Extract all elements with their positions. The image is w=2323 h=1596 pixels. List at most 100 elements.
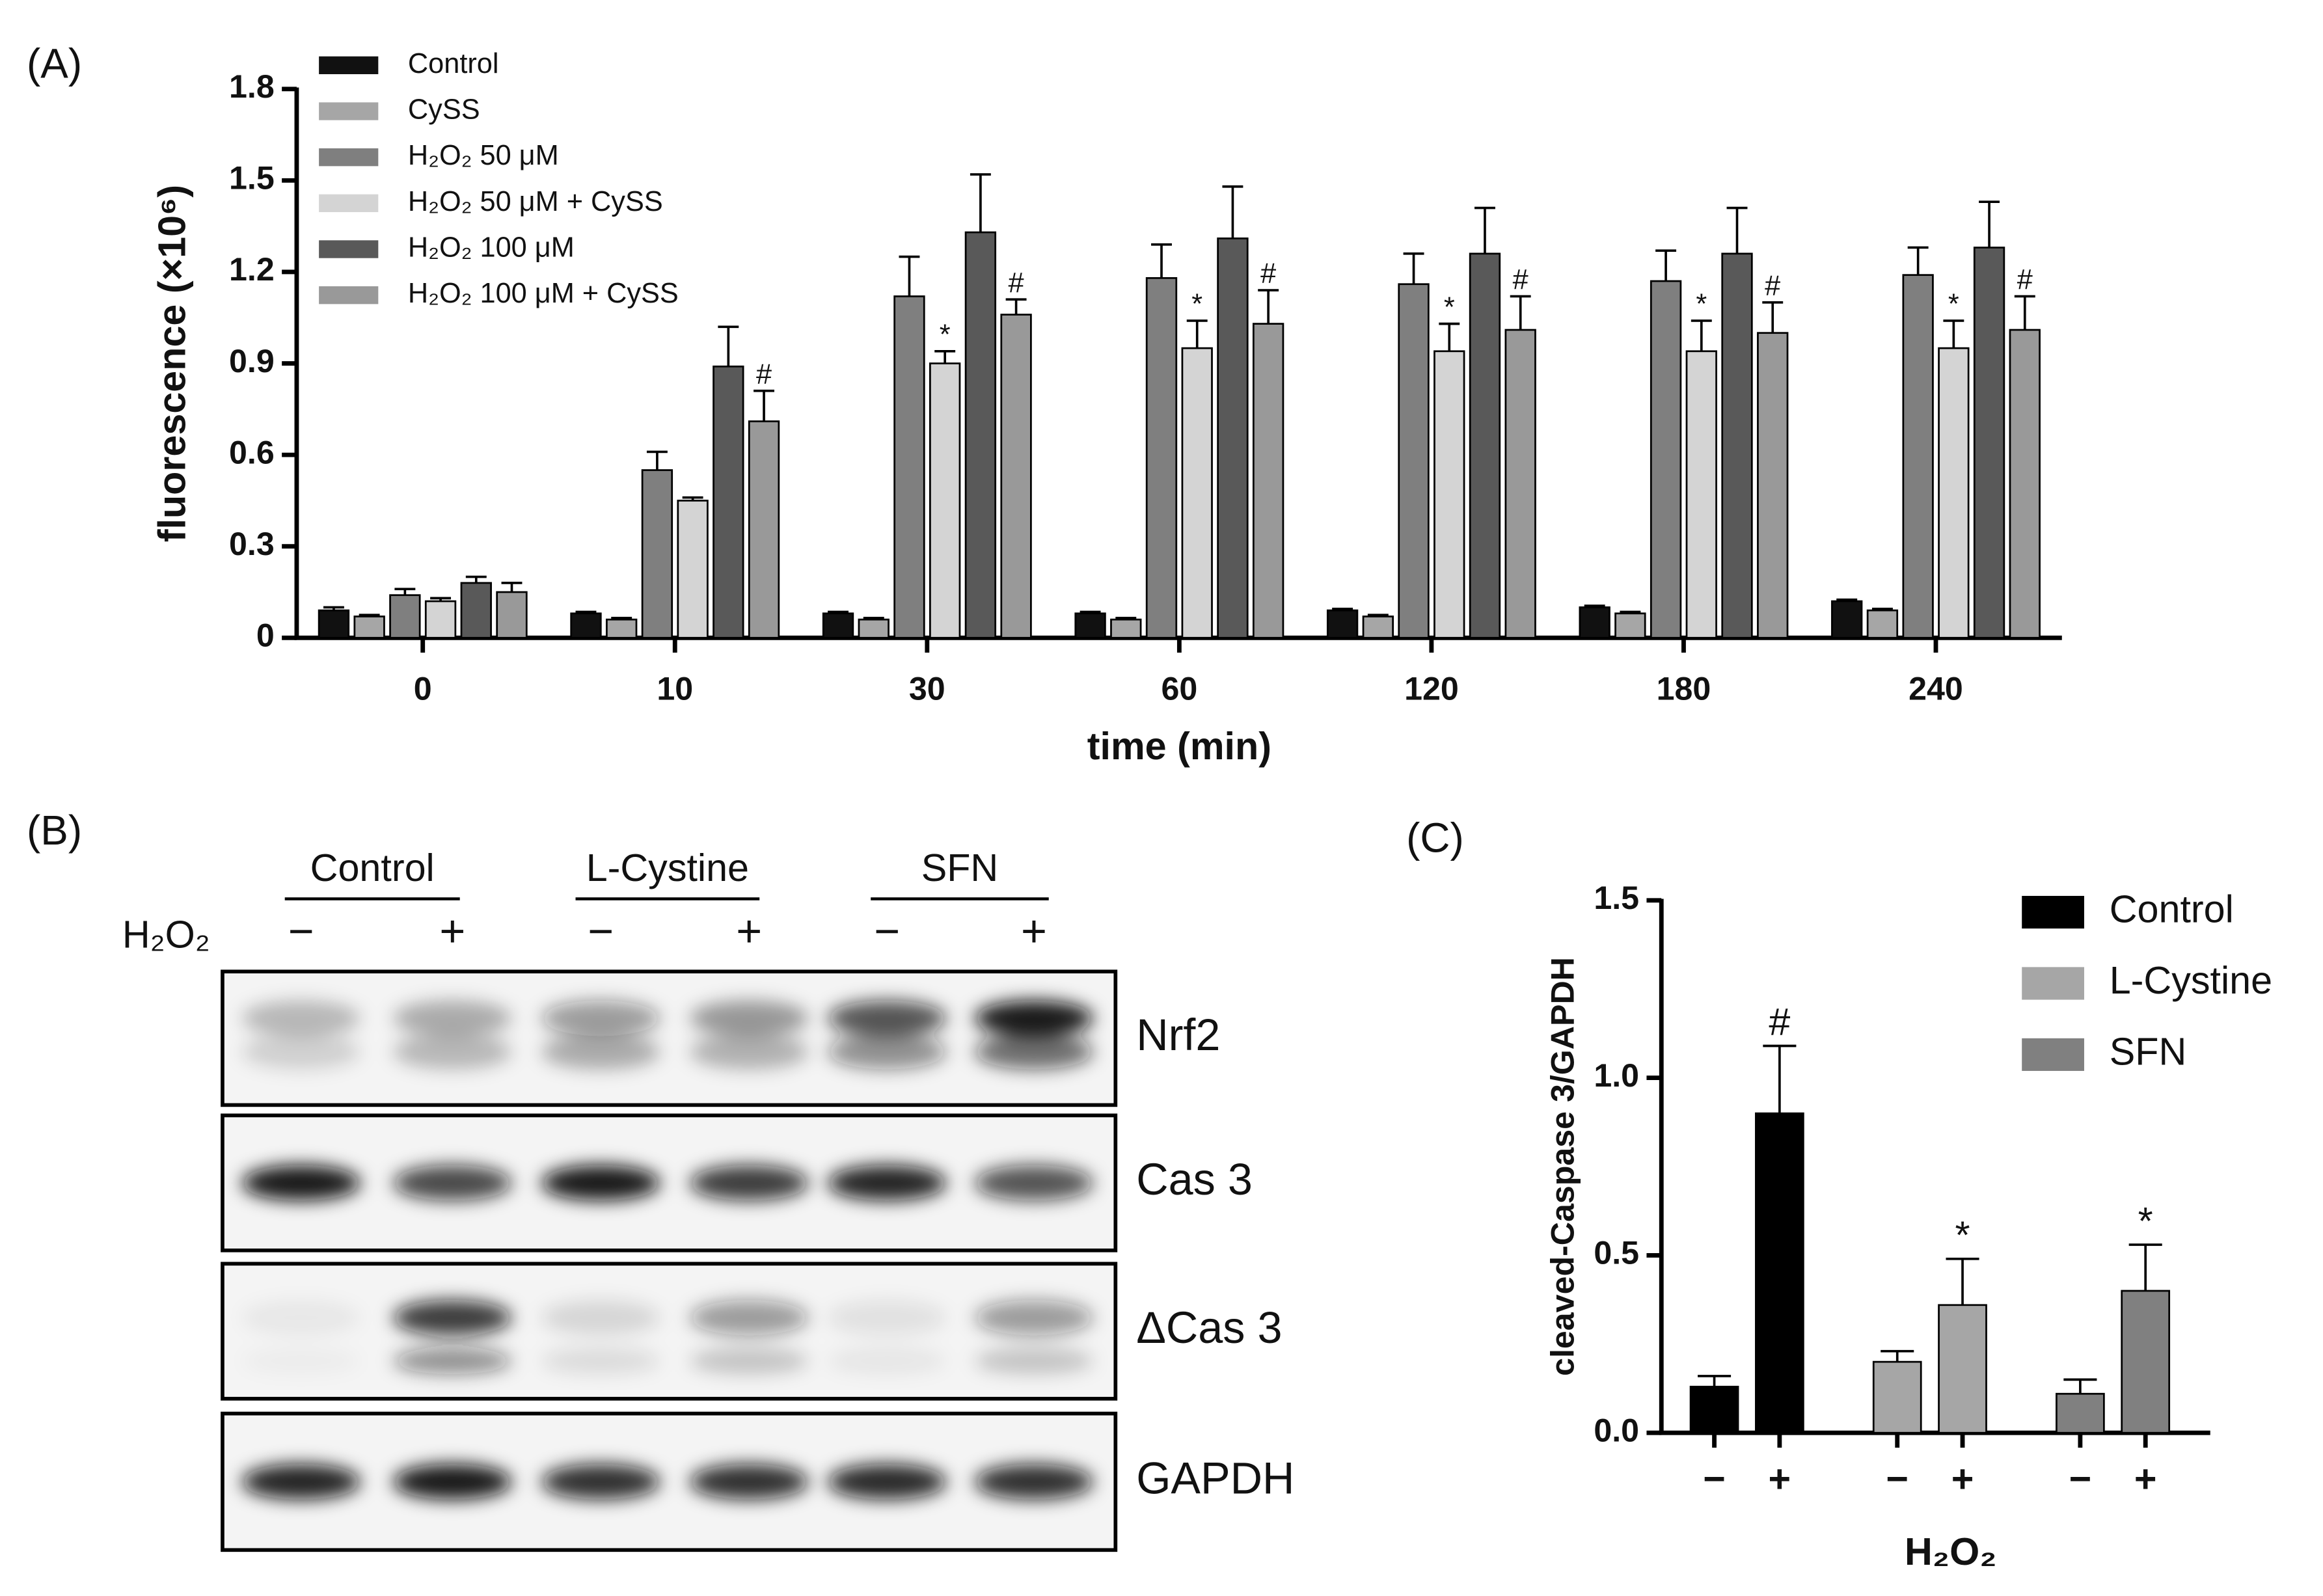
x-tick-label: 60 — [1161, 671, 1197, 707]
y-tick-label: 0.0 — [1594, 1412, 1639, 1448]
x-tick-label: 0 — [414, 671, 432, 707]
bar — [1326, 609, 1359, 639]
x-tick-label: + — [1769, 1457, 1791, 1500]
y-tick-label: 0.5 — [1594, 1235, 1639, 1271]
band — [393, 1299, 512, 1336]
y-tick-label: 0.9 — [229, 343, 275, 379]
significance-label: # — [1769, 1000, 1790, 1044]
x-tick-label: + — [1951, 1457, 1974, 1500]
band-label: Cas 3 — [1136, 1155, 1253, 1204]
group-label: Control — [310, 846, 435, 889]
legend-label: Control — [2110, 887, 2234, 931]
lane-label: − — [288, 906, 314, 956]
significance-label: * — [1696, 289, 1707, 320]
lane-label: − — [874, 906, 900, 956]
band — [974, 1033, 1094, 1070]
legend-label: H₂O₂ 100 μM + CySS — [408, 278, 679, 309]
bar — [1902, 274, 1934, 639]
x-axis-title: H₂O₂ — [1905, 1530, 1997, 1573]
y-tick-label: 1.5 — [229, 160, 275, 196]
band — [690, 1000, 809, 1036]
band — [974, 1165, 1094, 1201]
significance-label: # — [756, 358, 772, 390]
y-tick-label: 1.0 — [1594, 1057, 1639, 1094]
legend-label: H₂O₂ 100 μM — [408, 232, 575, 263]
x-tick-label: 120 — [1404, 671, 1459, 707]
significance-label: * — [1444, 291, 1455, 323]
band — [393, 1464, 512, 1500]
significance-label: * — [940, 319, 951, 350]
band-label: Nrf2 — [1136, 1010, 1220, 1060]
x-tick-label: − — [2069, 1457, 2092, 1500]
legend-swatch — [319, 102, 379, 120]
y-tick-label: 0 — [256, 617, 275, 654]
panel-label: (C) — [1406, 814, 1464, 861]
lane-label: − — [588, 906, 614, 956]
bar — [1145, 277, 1178, 639]
bar — [1074, 612, 1106, 639]
bar — [1721, 252, 1753, 639]
bar — [1831, 600, 1863, 639]
bar — [1469, 252, 1501, 639]
bar — [641, 469, 673, 639]
panel-label: (B) — [27, 807, 82, 854]
bar — [1689, 1385, 1739, 1434]
legend-swatch — [2022, 967, 2084, 1000]
band — [541, 1165, 660, 1201]
significance-label: * — [1948, 289, 1959, 320]
bar — [1614, 612, 1646, 639]
x-tick-label: 10 — [657, 671, 693, 707]
blot-frame — [221, 1411, 1118, 1552]
bar — [353, 615, 385, 639]
band — [690, 1347, 809, 1375]
bar — [929, 362, 961, 639]
bar — [1579, 606, 1610, 639]
band — [241, 1033, 360, 1070]
significance-label: # — [2017, 264, 2033, 295]
lane-label: + — [1021, 906, 1047, 956]
legend-label: SFN — [2110, 1030, 2187, 1074]
significance-label: # — [1513, 264, 1528, 295]
bar — [1433, 350, 1465, 639]
bar — [858, 618, 890, 639]
legend-label: H₂O₂ 50 μM + CySS — [408, 186, 663, 217]
blot-frame — [221, 1262, 1118, 1401]
bar — [570, 612, 602, 639]
band — [974, 1299, 1094, 1336]
band — [974, 1000, 1094, 1036]
bar — [822, 612, 854, 639]
y-tick-label: 1.5 — [1594, 880, 1639, 916]
band — [393, 1165, 512, 1201]
legend-label: H₂O₂ 50 μM — [408, 140, 559, 171]
band-label: ΔCas 3 — [1136, 1303, 1282, 1353]
significance-label: # — [1765, 270, 1780, 301]
legend-swatch — [2022, 1038, 2084, 1071]
band — [393, 1347, 512, 1375]
significance-label: # — [1260, 258, 1276, 290]
bar — [713, 365, 744, 639]
significance-label: * — [1191, 289, 1202, 320]
lane-label: + — [736, 906, 762, 956]
band — [828, 1033, 947, 1070]
y-axis-title: cleaved-Caspase 3/GAPDH — [1544, 957, 1581, 1376]
bar — [1685, 350, 1717, 639]
band — [541, 1464, 660, 1500]
band — [242, 1347, 360, 1374]
lane-label: + — [439, 906, 465, 956]
y-tick-label: 0.3 — [229, 526, 275, 562]
x-tick-label: − — [1886, 1457, 1909, 1500]
band — [241, 1299, 360, 1336]
significance-label: # — [1009, 267, 1024, 299]
blot-bands — [241, 1464, 1094, 1500]
band — [828, 1299, 947, 1336]
bar — [1872, 1360, 1922, 1434]
bar — [893, 295, 925, 639]
legend-swatch — [319, 194, 379, 213]
blot-frame — [221, 969, 1118, 1107]
band — [393, 1033, 512, 1070]
band — [541, 1347, 660, 1375]
bar — [389, 594, 421, 639]
bar — [1866, 609, 1899, 639]
legend-swatch — [2022, 895, 2084, 929]
band — [974, 1464, 1094, 1500]
